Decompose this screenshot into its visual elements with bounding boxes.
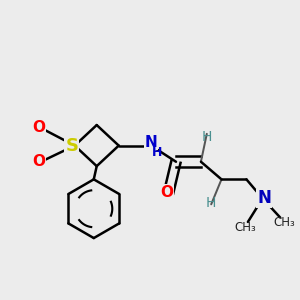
Text: H: H [206,196,216,210]
Text: CH₃: CH₃ [234,221,256,234]
Text: N: N [257,189,271,207]
Text: O: O [32,121,45,136]
Text: O: O [161,185,174,200]
Text: N: N [145,135,158,150]
Text: CH₃: CH₃ [274,216,296,229]
Text: O: O [32,154,45,169]
Text: S: S [65,136,78,154]
Text: H: H [152,146,163,159]
Text: H: H [202,130,212,144]
